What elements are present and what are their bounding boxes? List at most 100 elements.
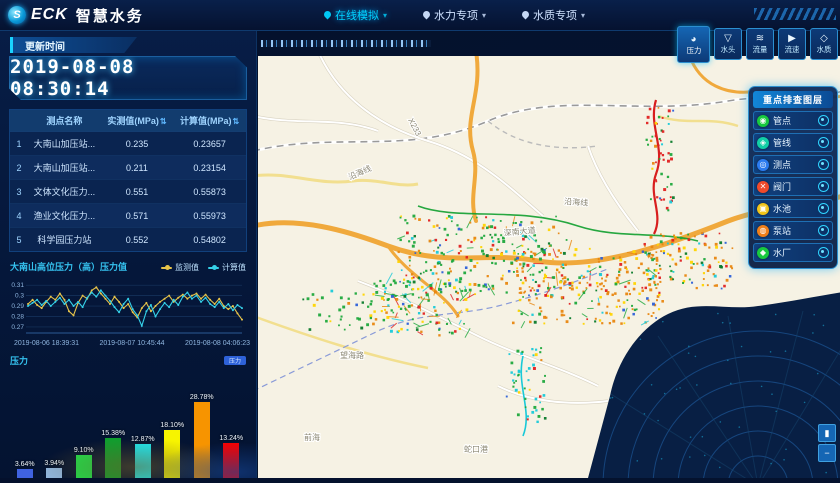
map-zoom-button-2[interactable]: − xyxy=(818,444,836,462)
top-header: S ECK 智慧水务 在线模拟 ▾ 水力专项 ▾ 水质专项 ▾ xyxy=(0,0,840,31)
layer-item-3[interactable]: ◎测点 xyxy=(753,155,833,174)
header-hatch-decoration xyxy=(754,8,836,20)
map-zoom-button-1[interactable]: ▮ xyxy=(818,424,836,442)
x-tick: 2019-08-08 04:06:23 xyxy=(185,340,250,347)
legend-item-计算值[interactable]: 计算值 xyxy=(208,262,246,273)
layer-label: 泵站 xyxy=(773,224,814,237)
tool-label: 流速 xyxy=(785,44,800,54)
svg-text:前海: 前海 xyxy=(304,432,320,442)
map-tool-3[interactable]: ≋流量 xyxy=(746,28,774,60)
bar-value-label: 15.38% xyxy=(101,430,125,437)
map-tool-4[interactable]: ▶流速 xyxy=(778,28,806,60)
legend-title: 重点排查图层 xyxy=(753,91,833,108)
layer-icon: ◉ xyxy=(757,115,769,127)
chevron-down-icon: ▾ xyxy=(482,11,486,20)
legend-mark xyxy=(208,267,219,269)
layer-toggle[interactable] xyxy=(818,115,829,126)
tool-label: 压力 xyxy=(686,45,701,55)
bar-chart-title: 压力 xyxy=(10,354,28,367)
tool-label: 水头 xyxy=(721,44,736,54)
layer-item-2[interactable]: ◈ 管线 xyxy=(753,133,833,152)
sort-icon: ⇅ xyxy=(233,117,240,126)
svg-text:望海路: 望海路 xyxy=(340,350,364,360)
ruler-barcode-horizontal xyxy=(261,40,431,47)
layer-toggle[interactable] xyxy=(818,203,829,214)
layer-item-7[interactable]: ◆ 水厂 xyxy=(753,243,833,262)
table-header-row: 测点名称实测值(MPa)⇅计算值(MPa)⇅ xyxy=(10,110,246,132)
layer-icon: ◆ xyxy=(757,247,769,259)
location-pin-icon xyxy=(323,9,333,19)
layer-item-5[interactable]: ▣水池 xyxy=(753,199,833,218)
update-time-value: 2019-08-08 08:30:14 xyxy=(10,56,246,100)
legend-label: 计算值 xyxy=(222,262,246,273)
column-header[interactable]: 实测值(MPa)⇅ xyxy=(101,110,174,132)
main-nav: 在线模拟 ▾ 水力专项 ▾ 水质专项 ▾ xyxy=(324,7,585,23)
layer-toggle[interactable] xyxy=(818,181,829,192)
layer-toggle[interactable] xyxy=(818,247,829,258)
column-header: 测点名称 xyxy=(28,110,101,132)
map-tool-5[interactable]: ◇水质 xyxy=(810,28,838,60)
tool-label: 水质 xyxy=(817,44,832,54)
legend-label: 监测值 xyxy=(175,262,199,273)
layer-icon: ◎ xyxy=(757,159,769,171)
line-chart-legend: 监测值 计算值 xyxy=(161,262,246,273)
bar-value-label: 18.10% xyxy=(160,422,184,429)
layer-icon: ◍ xyxy=(757,225,769,237)
map-tool-2[interactable]: ▽水头 xyxy=(714,28,742,60)
left-sidebar: 更新时间 2019-08-08 08:30:14 测点名称实测值(MPa)⇅计算… xyxy=(0,30,257,478)
chevron-down-icon: ▾ xyxy=(581,11,585,20)
x-tick: 2019-08-06 18:39:31 xyxy=(14,340,79,347)
brand-text: ECK xyxy=(31,6,68,24)
layer-toggle[interactable] xyxy=(818,137,829,148)
app-title: 智慧水务 xyxy=(76,5,144,26)
svg-text:0.27: 0.27 xyxy=(11,324,24,331)
nav-item-2[interactable]: 水力专项 ▾ xyxy=(423,7,486,23)
legend-mark xyxy=(161,267,172,269)
layer-toggle[interactable] xyxy=(818,225,829,236)
layer-icon: ▣ xyxy=(757,203,769,215)
bar[interactable] xyxy=(17,469,33,478)
map-tool-1[interactable]: ◕压力 xyxy=(677,26,710,63)
legend-item-监测值[interactable]: 监测值 xyxy=(161,262,199,273)
layer-toggle[interactable] xyxy=(818,159,829,170)
tool-icon: ▽ xyxy=(724,33,732,44)
tool-icon: ◕ xyxy=(690,34,696,45)
chevron-down-icon: ▾ xyxy=(383,11,387,20)
layer-icon: ◈ xyxy=(757,137,769,149)
layer-item-1[interactable]: ◉ 管点 xyxy=(753,111,833,130)
app-logo: S ECK 智慧水务 xyxy=(0,5,248,26)
nav-item-label: 水质专项 xyxy=(533,7,577,23)
tool-label: 流量 xyxy=(753,44,768,54)
nav-item-3[interactable]: 水质专项 ▾ xyxy=(522,7,585,23)
clock-frame: 2019-08-08 08:30:14 xyxy=(9,56,247,100)
pressure-line-chart: 0.310.30.290.280.27 xyxy=(4,276,248,340)
layer-item-6[interactable]: ◍ 泵站 xyxy=(753,221,833,240)
svg-text:蛇口港: 蛇口港 xyxy=(464,444,488,454)
location-pin-icon xyxy=(422,9,432,19)
layer-label: 管点 xyxy=(773,114,814,127)
tool-icon: ◇ xyxy=(820,33,828,44)
bar-legend-chip[interactable]: 压力 xyxy=(224,356,246,365)
layer-item-4[interactable]: ✕阀门 xyxy=(753,177,833,196)
bar-value-label: 3.64% xyxy=(15,461,35,468)
nav-item-label: 在线模拟 xyxy=(335,7,379,23)
nav-item-label: 水力专项 xyxy=(434,7,478,23)
layer-icon: ✕ xyxy=(757,181,769,193)
svg-text:0.28: 0.28 xyxy=(11,313,24,320)
layer-label: 管线 xyxy=(773,136,814,149)
layer-label: 水厂 xyxy=(773,246,814,259)
column-header[interactable]: 计算值(MPa)⇅ xyxy=(173,110,246,132)
tool-icon: ≋ xyxy=(756,33,764,44)
map-zoom-control: ▮− xyxy=(818,424,836,462)
line-chart-xticks: 2019-08-06 18:39:31 2019-08-07 10:45:44 20… xyxy=(14,340,250,347)
x-tick: 2019-08-07 10:45:44 xyxy=(100,340,165,347)
bar-column: 3.64%<0.1 xyxy=(10,371,40,478)
layer-legend-panel: 重点排查图层 ◉ 管点 ◈ 管线 ◎测点 ✕阀门 ▣水池 ◍ 泵站 ◆ 水厂 xyxy=(748,86,838,269)
brand-swirl-icon: S xyxy=(8,6,26,24)
nav-item-1[interactable]: 在线模拟 ▾ xyxy=(324,7,387,23)
